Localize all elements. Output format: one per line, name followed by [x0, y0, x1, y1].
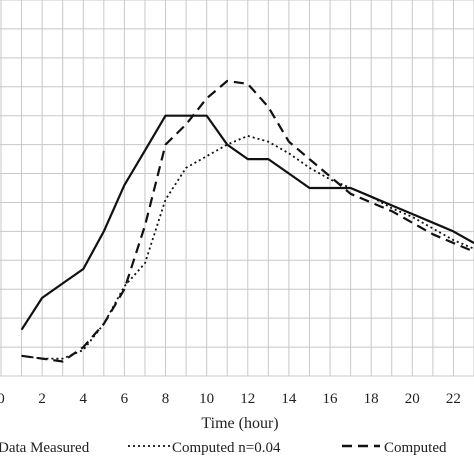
- series-line-1: [20, 114, 474, 331]
- legend-label-3: Computed: [384, 440, 447, 456]
- chart-grid: [0, 0, 474, 377]
- x-tick-label: 2: [38, 391, 46, 407]
- x-tick-label: 20: [405, 391, 420, 407]
- legend-label-2: Computed n=0.04: [172, 440, 281, 456]
- x-tick-label: 18: [364, 391, 379, 407]
- series-line-3: [21, 79, 474, 363]
- x-tick-label: 16: [323, 391, 339, 407]
- legend: Data Measured Computed n=0.04 Computed: [0, 440, 447, 456]
- x-tick-label: 4: [80, 391, 88, 407]
- x-axis-ticks: 0 2 4 6 8 10 12 14 16 18 20 22: [0, 391, 461, 407]
- x-axis-title: Time (hour): [201, 415, 278, 432]
- x-tick-label: 22: [446, 391, 461, 407]
- x-tick-label: 0: [0, 391, 5, 407]
- x-tick-label: 12: [240, 391, 255, 407]
- chart-series: [20, 79, 474, 363]
- x-tick-label: 6: [121, 391, 129, 407]
- x-tick-label: 14: [281, 391, 297, 407]
- x-tick-label: 10: [199, 391, 214, 407]
- x-tick-label: 8: [162, 391, 170, 407]
- legend-label-1: Data Measured: [0, 440, 90, 456]
